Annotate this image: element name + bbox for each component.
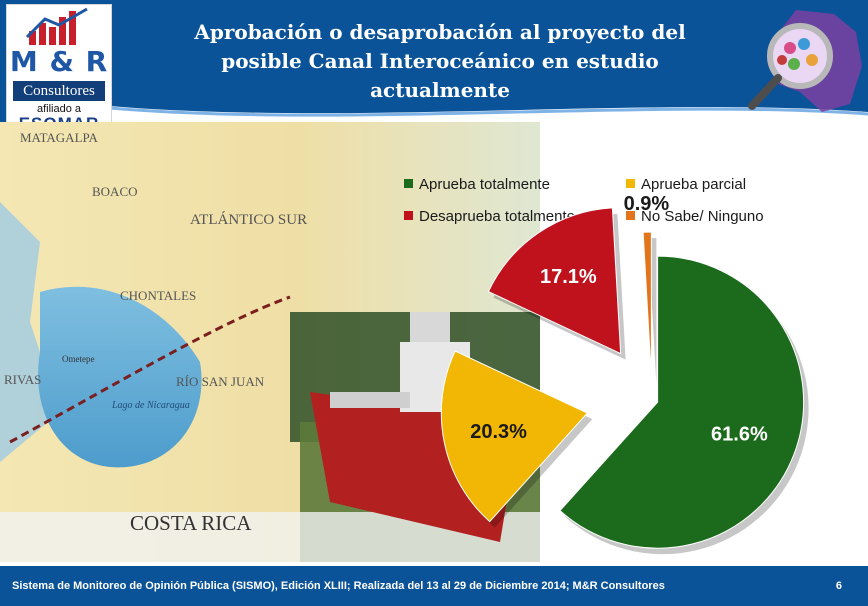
pie-data-label: 0.9%: [624, 193, 670, 215]
map-label-rivas: RIVAS: [4, 372, 41, 387]
legend-label: Aprueba parcial: [641, 176, 747, 193]
footer-bar: Sistema de Monitoreo de Opinión Pública …: [0, 566, 868, 606]
magnifier-map-icon: [748, 10, 862, 112]
legend-item: Aprueba totalmente: [404, 176, 550, 193]
map-label-chontales: CHONTALES: [120, 288, 196, 303]
legend-swatch: [404, 211, 413, 220]
logo-bar-chart-icon: [25, 7, 88, 45]
title-line-3: actualmente: [370, 78, 510, 102]
footer-source: Sistema de Monitoreo de Opinión Pública …: [12, 580, 665, 592]
title-line-2: posible Canal Interoceánico en estudio: [221, 49, 659, 73]
title-line-1: Aprobación o desaprobación al proyecto d…: [194, 20, 686, 44]
legend-label: Aprueba totalmente: [419, 176, 550, 193]
legend-swatch: [626, 211, 635, 220]
legend-item: No Sabe/ Ninguno: [626, 208, 764, 225]
logo-brand: M & R: [9, 45, 109, 78]
map-label-matagalpa: MATAGALPA: [20, 130, 99, 145]
map-label-boaco: BOACO: [92, 184, 138, 199]
page-number: 6: [835, 580, 842, 592]
map-label-rio-san-juan: RÍO SAN JUAN: [176, 374, 265, 389]
legend-item: Aprueba parcial: [626, 176, 746, 193]
pie-data-label: 20.3%: [470, 421, 527, 443]
legend-item: Desaprueba totalmente: [404, 208, 575, 225]
pie-slice: [559, 255, 805, 549]
pie-data-label: 61.6%: [711, 424, 768, 446]
legend-swatch: [626, 179, 635, 188]
pie-slice: [440, 350, 589, 523]
page-title: Aprobación o desaprobación al proyecto d…: [150, 18, 730, 105]
pie-data-label: 17.1%: [540, 266, 597, 288]
pie-slice: [487, 207, 622, 355]
logo-subtitle: Consultores: [13, 81, 105, 101]
map-label-atlantico-sur: ATLÁNTICO SUR: [190, 211, 307, 228]
legend-label: Desaprueba totalmente: [419, 208, 575, 225]
map-label-lago: Lago de Nicaragua: [111, 400, 190, 411]
legend-label: No Sabe/ Ninguno: [641, 208, 764, 225]
legend-swatch: [404, 179, 413, 188]
logo-affiliation: afiliado a: [36, 103, 82, 115]
map-label-costa-rica: COSTA RICA: [130, 511, 252, 535]
map-label-ometepe: Ometepe: [62, 354, 94, 364]
pie-slice: [642, 231, 652, 379]
